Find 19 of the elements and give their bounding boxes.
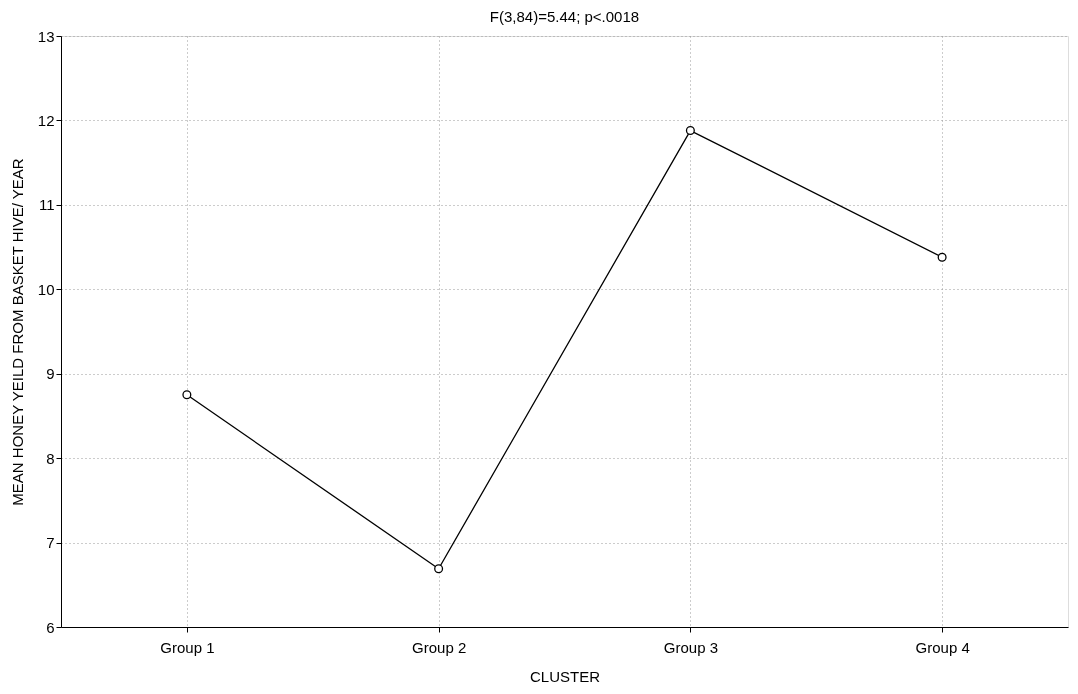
y-tick-label: 8 [46,449,55,467]
y-tick-label: 7 [46,534,55,552]
x-axis-title: CLUSTER [529,667,601,685]
x-tick-label: Group 3 [663,638,718,656]
y-tick-label: 6 [46,618,55,636]
y-tick-label: 9 [46,365,55,383]
x-tick-label: Group 1 [160,638,215,656]
y-tick-label: 10 [37,280,55,298]
x-tick-label: Group 4 [915,638,970,656]
y-tick-label: 13 [37,27,55,45]
y-tick-label: 12 [37,111,55,129]
y-tick-label: 11 [38,196,55,214]
chart-title: F(3,84)=5.44; p<.0018 [489,8,640,25]
point [182,390,192,400]
y-axis-title: MEAN HONEY YEILD FROM BASKET HIVE/ YEAR [8,158,26,506]
point [685,126,695,136]
point [434,564,444,574]
x-tick-label: Group 2 [412,638,467,656]
point [937,252,947,262]
